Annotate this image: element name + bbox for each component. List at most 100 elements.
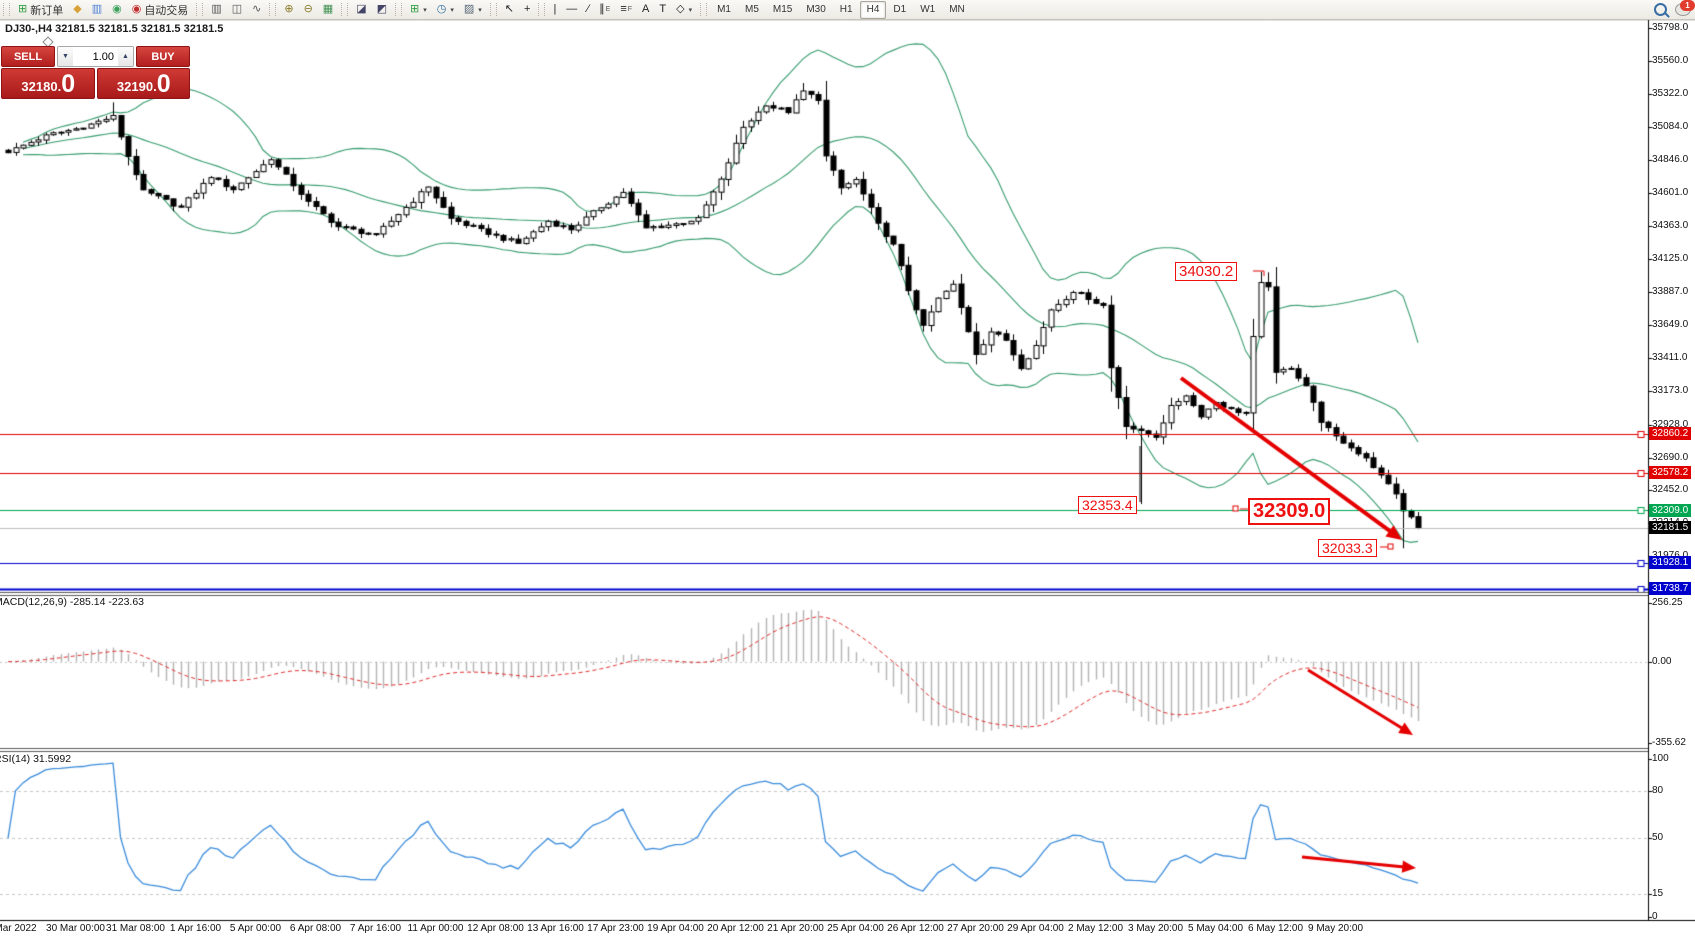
tile-windows-icon[interactable]: ▦ <box>318 0 338 19</box>
text-icon[interactable]: A <box>637 0 654 19</box>
indicator-window-icon[interactable]: ◪ <box>351 0 371 19</box>
toolbar-grip[interactable] <box>3 3 10 16</box>
timeframe-button-w1[interactable]: W1 <box>920 3 936 15</box>
toolbar-grip[interactable] <box>489 3 497 16</box>
signals-icon[interactable]: ◉ <box>107 0 127 19</box>
cursor-icon[interactable]: ↖ <box>500 0 519 19</box>
bar-chart-icon[interactable]: ▥ <box>206 0 226 19</box>
line-chart-icon[interactable]: ∿ <box>247 0 266 19</box>
template-icon-glyph: ▨ <box>463 3 475 15</box>
autotrade-button[interactable]: ◉ 自动交易 <box>127 0 194 19</box>
period-icon[interactable]: ◷ ▾ <box>432 0 459 19</box>
channel-icon[interactable]: ∥ E <box>599 3 611 15</box>
timeframe-button-h1[interactable]: H1 <box>839 3 853 15</box>
notification-badge: 1 <box>1680 0 1695 11</box>
chart-title: DJ30-,H4 32181.5 32181.5 32181.5 32181.5 <box>5 23 223 35</box>
buy-price-main: 32190 <box>116 79 154 94</box>
timeframe-button-mn[interactable]: MN <box>949 3 965 15</box>
price-axis-tick: 33173.0 <box>1652 384 1689 396</box>
volume-decrease-button[interactable]: ▼ <box>58 47 73 66</box>
macd-axis-tick: -355.62 <box>1652 737 1686 748</box>
price-axis-tick: 32452.0 <box>1652 484 1689 496</box>
new-order-button-label: 新订单 <box>30 4 64 17</box>
add-indicator-icon[interactable]: ⊞ ▾ <box>405 0 432 19</box>
horizontal-line-icon[interactable]: — <box>561 0 582 19</box>
toolbar-grip[interactable] <box>538 3 546 16</box>
deposit-icon[interactable]: ◆ <box>68 0 86 19</box>
price-level-chip: 31928.1 <box>1649 556 1692 570</box>
sell-price-button[interactable]: 32180. 0 <box>1 68 95 99</box>
price-annotation[interactable]: 32309.0 <box>1248 498 1331 525</box>
price-axis-tick: 33887.0 <box>1652 286 1689 298</box>
time-axis-label: 27 Apr 20:00 <box>947 923 1004 934</box>
price-axis-tick: 32690.0 <box>1652 451 1689 463</box>
trendline-icon[interactable]: ∕ <box>582 0 594 19</box>
time-axis-label: 3 May 20:00 <box>1127 923 1184 934</box>
zoom-in-icon-glyph: ⊕ <box>284 3 294 15</box>
cursor-icon-glyph: ↖ <box>504 3 514 15</box>
toolbar-grip[interactable] <box>269 3 277 16</box>
toolbar-grip[interactable] <box>395 3 402 16</box>
price-annotation[interactable]: 32033.3 <box>1318 539 1377 558</box>
timeframe-button-m30[interactable]: M30 <box>806 3 826 15</box>
time-axis-label: 5 Apr 00:00 <box>229 923 282 934</box>
volume-input[interactable] <box>73 47 118 66</box>
line-chart-icon-glyph: ∿ <box>252 3 262 15</box>
price-axis-tick: 31976.0 <box>1652 550 1688 561</box>
trendline-icon-glyph: ∕ <box>587 3 590 15</box>
label-icon-glyph: T <box>659 3 667 15</box>
timeframe-button-m1[interactable]: M1 <box>717 3 731 15</box>
sell-price-main: 32180 <box>21 79 58 94</box>
toolbar-grip[interactable] <box>700 3 708 16</box>
timeframe-button-m5[interactable]: M5 <box>744 3 759 15</box>
toolbar-grip[interactable] <box>341 3 349 16</box>
sell-button[interactable]: SELL <box>1 46 55 67</box>
vertical-line-icon[interactable]: | <box>548 0 561 19</box>
time-axis-label: 6 Apr 08:00 <box>289 923 342 934</box>
shapes-icon[interactable]: ◇ ▾ <box>671 0 697 19</box>
price-annotation[interactable]: 32353.4 <box>1078 496 1137 515</box>
price-axis-tick: 33649.0 <box>1652 318 1689 330</box>
new-order-button[interactable]: ⊞ 新订单 <box>13 0 68 19</box>
toolbar-grip[interactable] <box>196 3 204 16</box>
time-axis-label: 6 May 12:00 <box>1247 923 1304 934</box>
price-axis-tick: 32928.0 <box>1652 418 1689 430</box>
time-axis-label: 1 Apr 16:00 <box>169 923 222 934</box>
deposit-icon-glyph: ◆ <box>73 3 82 15</box>
zoom-in-icon[interactable]: ⊕ <box>279 0 298 19</box>
indicator-list-icon-glyph: ◩ <box>376 3 387 15</box>
notifications-icon[interactable]: 1 <box>1675 0 1695 16</box>
price-level-chip: 31738.7 <box>1649 582 1692 596</box>
price-annotation[interactable]: 34030.2 <box>1175 262 1238 282</box>
time-axis-label: 17 Apr 23:00 <box>587 923 644 934</box>
add-indicator-icon-glyph: ⊞ <box>410 3 420 15</box>
horizontal-line-icon-glyph: — <box>566 3 578 15</box>
timeframe-button-h4[interactable]: H4 <box>859 0 887 19</box>
signals-icon-glyph: ◉ <box>112 3 122 15</box>
fibonacci-icon-glyph: ≡ <box>620 3 627 15</box>
timeframe-button-m15[interactable]: M15 <box>772 3 793 15</box>
template-icon[interactable]: ▨ ▾ <box>459 0 487 19</box>
market-watch-icon[interactable]: ▥ <box>87 0 107 19</box>
buy-price-button[interactable]: 32190. 0 <box>96 68 190 99</box>
price-axis-tick: 35084.0 <box>1652 120 1689 132</box>
price-level-chip: 32309.0 <box>1649 503 1692 517</box>
volume-increase-button[interactable]: ▲ <box>118 47 133 66</box>
rsi-axis-tick: 100 <box>1652 753 1669 765</box>
zoom-out-icon[interactable]: ⊖ <box>299 0 318 19</box>
bar-chart-icon-glyph: ▥ <box>211 3 222 15</box>
crosshair-icon[interactable]: + <box>519 0 535 19</box>
price-axis-tick: 34846.0 <box>1652 153 1689 165</box>
search-icon[interactable] <box>1654 3 1667 16</box>
time-axis-label: 5 May 04:00 <box>1187 923 1244 934</box>
autotrade-glyph: ◉ <box>131 3 142 15</box>
ohlc-values: 32181.5 32181.5 32181.5 32181.5 <box>55 23 224 35</box>
timeframe-button-d1[interactable]: D1 <box>893 3 907 15</box>
time-axis-label: 26 Apr 12:00 <box>887 923 944 934</box>
buy-button[interactable]: BUY <box>136 46 190 67</box>
fibonacci-icon[interactable]: ≡ F <box>620 3 633 15</box>
indicator-list-icon[interactable]: ◩ <box>372 0 392 19</box>
label-icon[interactable]: T <box>654 0 671 19</box>
candlestick-chart-icon[interactable]: ◫ <box>227 0 247 19</box>
